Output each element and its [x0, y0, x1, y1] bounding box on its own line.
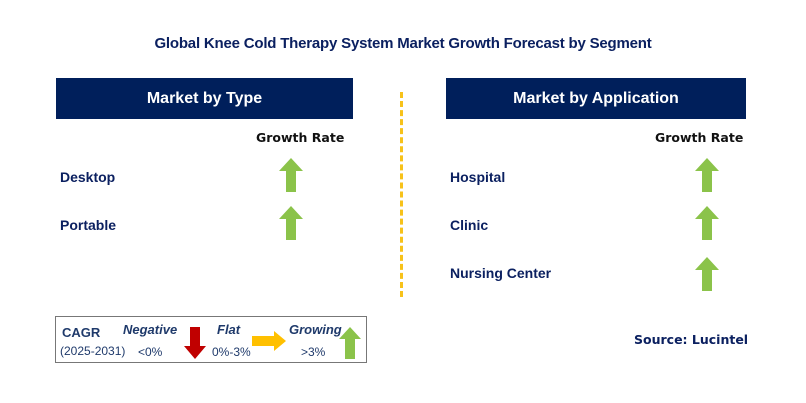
- application-row-label: Hospital: [450, 169, 506, 185]
- legend-negative-range: <0%: [138, 345, 163, 359]
- panel-divider: [400, 92, 403, 297]
- application-row-label: Nursing Center: [450, 265, 552, 281]
- source-label: Source: Lucintel: [634, 332, 749, 347]
- cagr-legend: CAGR (2025-2031) Negative <0% Flat 0%-3%…: [55, 316, 367, 363]
- arrow-right-icon: [252, 331, 286, 351]
- legend-negative-label: Negative: [123, 322, 178, 337]
- page-title: Global Knee Cold Therapy System Market G…: [154, 35, 652, 52]
- type-panel-header: Market by Type: [56, 78, 353, 119]
- legend-cagr-label: CAGR: [62, 325, 101, 340]
- legend-period: (2025-2031): [60, 344, 126, 358]
- arrow-up-icon: [695, 158, 719, 192]
- arrow-up-icon: [279, 206, 303, 240]
- legend-flat-label: Flat: [217, 322, 241, 337]
- application-row-label: Clinic: [450, 217, 489, 233]
- legend-growing-range: >3%: [301, 345, 326, 359]
- legend-flat-range: 0%-3%: [212, 345, 251, 359]
- arrow-up-icon: [279, 158, 303, 192]
- legend-growing-label: Growing: [289, 322, 342, 337]
- arrow-down-icon: [184, 327, 206, 359]
- application-panel-header: Market by Application: [446, 78, 746, 119]
- type-growth-rate-label: Growth Rate: [256, 130, 345, 145]
- type-row-label: Portable: [60, 217, 117, 233]
- arrow-up-icon: [695, 206, 719, 240]
- arrow-up-icon: [339, 327, 361, 359]
- type-row-label: Desktop: [60, 169, 116, 185]
- application-growth-rate-label: Growth Rate: [655, 130, 744, 145]
- arrow-up-icon: [695, 257, 719, 291]
